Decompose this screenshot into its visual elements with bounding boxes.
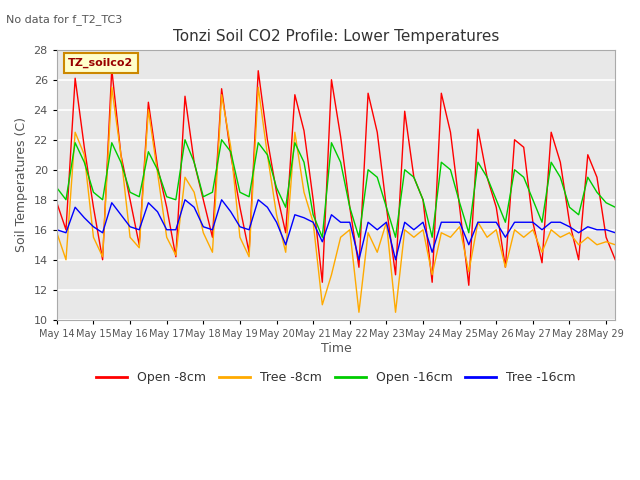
X-axis label: Time: Time (321, 342, 351, 355)
Text: No data for f_T2_TC3: No data for f_T2_TC3 (6, 14, 123, 25)
Y-axis label: Soil Temperatures (C): Soil Temperatures (C) (15, 117, 28, 252)
Text: TZ_soilco2: TZ_soilco2 (68, 58, 133, 68)
Legend: Open -8cm, Tree -8cm, Open -16cm, Tree -16cm: Open -8cm, Tree -8cm, Open -16cm, Tree -… (91, 366, 581, 389)
Title: Tonzi Soil CO2 Profile: Lower Temperatures: Tonzi Soil CO2 Profile: Lower Temperatur… (173, 29, 499, 44)
